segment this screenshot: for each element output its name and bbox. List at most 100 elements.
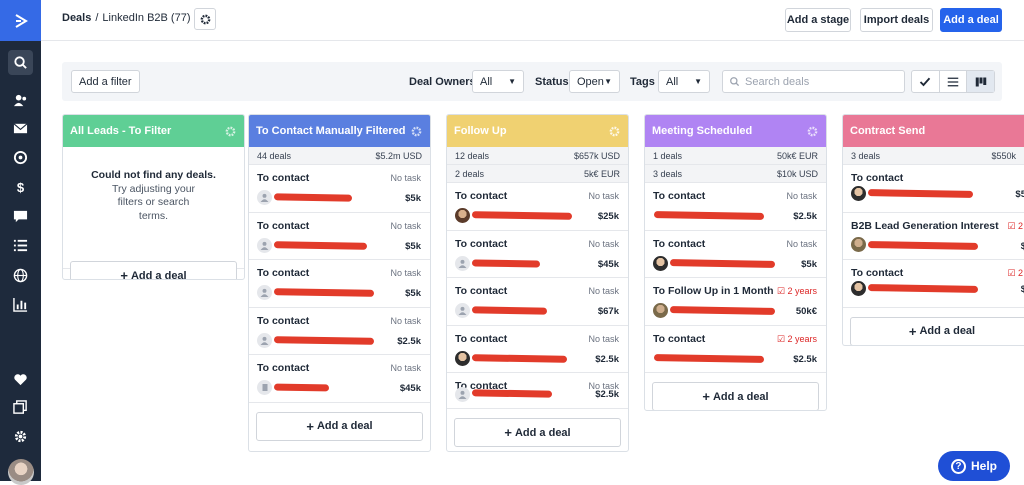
pipeline-settings-button[interactable] [194,8,216,30]
search-input[interactable]: Search deals [722,70,905,93]
empty-state: Could not find any deals. Try adjusting … [63,147,244,269]
deal-task: No task [786,191,817,201]
deal-card[interactable]: To contact No task $67k [447,278,628,326]
search-icon[interactable] [8,50,33,75]
mail-icon[interactable] [8,116,33,141]
column-add-deal-button[interactable]: + Add a deal [454,418,621,447]
deal-card[interactable]: To contact No task $5k [645,231,826,278]
deal-card[interactable]: To contact No task $2.5k [249,308,430,355]
gear-icon[interactable] [806,125,819,138]
deal-card[interactable]: To Follow Up in 1 Month ☑ 2 years 50k€ [645,278,826,326]
add-deal-label: Add a deal [712,390,769,403]
list-view-icon[interactable] [940,71,968,92]
stage-title: All Leads - To Filter [70,125,172,137]
avatar [257,237,272,253]
heart-icon[interactable] [8,367,33,392]
deal-card[interactable]: B2B Lead Generation Interest ☑ 2 y $ [843,213,1024,260]
deal-card[interactable]: To contact No task $2.5k [447,326,628,373]
deal-owners-select[interactable]: All ▼ [472,70,524,93]
avatar [851,186,866,201]
add-stage-button[interactable]: Add a stage [785,8,851,32]
deal-card[interactable]: To contact ☑ 2 years $2.5k [645,326,826,373]
stage-header[interactable]: Follow Up [447,115,628,147]
kanban-view-icon[interactable] [967,71,995,92]
deal-amount: $67k [597,306,619,317]
stage-title: Meeting Scheduled [652,125,753,137]
add-deal-label: Add a deal [316,420,373,432]
deal-title: To contact [257,219,310,232]
avatar [851,281,866,296]
deal-card[interactable]: To contact No task $5k [249,165,430,213]
deal-task: ☑ 2 years [777,286,817,297]
plus-icon: + [702,389,710,404]
stage-column-all-leads: All Leads - To Filter Could not find any… [62,114,245,280]
deal-card[interactable]: To contact $5 [843,165,1024,213]
deal-total: $5.2m USD [375,150,422,161]
lists-icon[interactable] [8,233,33,258]
deal-task: No task [588,238,619,249]
breadcrumb-root[interactable]: Deals [62,12,92,24]
column-add-deal-button[interactable]: + Add a deal [256,411,423,441]
deal-card[interactable]: To contact ☑ 2 y $ [843,260,1024,308]
deal-amount: $2.5k [595,353,619,365]
globe-icon[interactable] [8,263,33,288]
conversations-icon[interactable] [8,204,33,229]
plus-icon: + [306,418,314,434]
reports-chart-icon[interactable] [8,292,33,317]
stage-header[interactable]: To Contact Manually Filtered [249,115,430,147]
deal-card[interactable]: To contact No task $45k [447,231,628,278]
brand-logo-icon[interactable] [0,0,41,41]
deal-card[interactable]: To contact No task $2.5k [447,373,628,409]
deal-amount: $2.5k [793,353,817,365]
column-add-deal-button[interactable]: + Add a deal [850,316,1024,345]
deal-title: To contact [455,237,508,250]
top-bar: Deals / LinkedIn B2B (77) ▼ Add a stage … [41,0,1024,41]
add-deal-button[interactable]: Add a deal [940,8,1002,32]
gear-icon [200,14,210,24]
pages-copy-icon[interactable] [8,395,33,420]
pipeline-selector[interactable]: LinkedIn B2B (77) [102,12,191,24]
stage-title: Follow Up [454,125,507,137]
column-add-deal-button[interactable]: + Add a deal [652,382,819,410]
deal-total: $10k USD [776,168,818,179]
view-checkmark-icon[interactable] [912,71,940,92]
search-placeholder: Search deals [745,75,810,88]
deals-dollar-icon[interactable]: $ [8,175,33,200]
deal-card[interactable]: To contact No task $45k [249,355,430,403]
column-add-deal-button[interactable]: + Add a deal [70,261,237,280]
deal-task: No task [390,173,421,183]
deal-title: To contact [653,332,706,345]
deal-count: 44 deals [257,150,292,161]
contacts-icon[interactable] [8,88,33,113]
redacted-contact-name [273,383,330,392]
gear-icon[interactable] [410,125,423,138]
deal-amount: 50k€ [795,306,817,317]
gear-icon[interactable] [608,125,621,138]
deal-card[interactable]: To contact No task $2.5k [645,183,826,231]
help-button[interactable]: ? Help [938,451,1010,481]
task-due: 2 y [1017,220,1024,231]
automations-icon[interactable] [8,145,33,170]
user-avatar[interactable] [8,459,34,485]
building-icon [257,380,272,395]
deal-card[interactable]: To contact No task $25k [447,183,628,231]
stage-header[interactable]: Meeting Scheduled [645,115,826,147]
deal-title: To contact [257,172,310,184]
deal-card[interactable]: To contact No task $5k [249,213,430,260]
deal-amount: $2.5k [397,335,421,347]
deal-task: No task [390,315,421,326]
status-select[interactable]: Open ▼ [569,70,620,93]
stage-title: Contract Send [850,125,926,137]
stage-header[interactable]: Contract Send [843,115,1024,147]
tags-select[interactable]: All ▼ [658,70,710,93]
gear-icon[interactable] [224,125,237,138]
import-deals-button[interactable]: Import deals [860,8,933,32]
empty-hint-3: terms. [138,209,169,222]
settings-gear-icon[interactable] [8,424,33,449]
stage-header[interactable]: All Leads - To Filter [63,115,244,147]
deal-title: To contact [653,237,706,250]
empty-title: Could not find any deals. [91,169,216,181]
add-filter-button[interactable]: Add a filter [71,70,140,93]
deal-card[interactable]: To contact No task $5k [249,260,430,308]
plus-icon: + [120,268,128,280]
